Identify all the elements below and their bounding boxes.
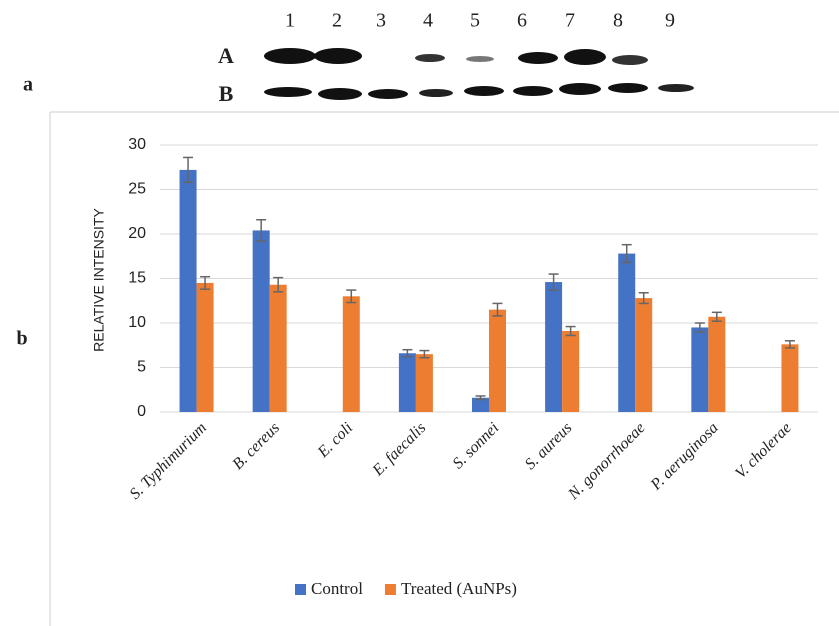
x-tick-label: N. gonorrhoeae bbox=[564, 419, 648, 503]
blot-row-label: A bbox=[218, 43, 234, 68]
bar bbox=[635, 298, 652, 412]
bar bbox=[708, 317, 725, 412]
bar bbox=[180, 170, 197, 412]
y-tick-label: 0 bbox=[137, 403, 146, 420]
lane-label: 9 bbox=[665, 10, 675, 32]
panel-label: b bbox=[16, 328, 27, 350]
lane-label: 8 bbox=[613, 10, 623, 32]
bar bbox=[562, 331, 579, 412]
x-tick-label: P. aeruginosa bbox=[647, 419, 722, 494]
x-tick-label: E. coli bbox=[314, 419, 356, 461]
lane-label: 4 bbox=[423, 10, 433, 32]
y-tick-label: 20 bbox=[128, 225, 146, 242]
legend-swatch bbox=[385, 584, 396, 595]
bar bbox=[197, 283, 214, 412]
x-tick-label: B. cereus bbox=[229, 419, 283, 473]
bar bbox=[399, 353, 416, 412]
bar bbox=[691, 327, 708, 412]
page: {"figure": {"panel_labels": ["a", "b"], … bbox=[0, 0, 839, 626]
lane-label: 3 bbox=[376, 10, 386, 32]
x-tick-label: S. aureus bbox=[522, 419, 576, 473]
blot-row-label: B bbox=[219, 81, 234, 106]
blot-image bbox=[264, 48, 694, 100]
y-tick-label: 5 bbox=[137, 359, 146, 376]
x-tick-label: S. sonnei bbox=[450, 419, 503, 472]
bar bbox=[489, 310, 506, 412]
bar bbox=[545, 282, 562, 412]
x-tick-label: S. Typhimurium bbox=[127, 419, 210, 502]
bar bbox=[781, 344, 798, 412]
y-tick-label: 10 bbox=[128, 314, 146, 331]
x-tick-label: V. cholerae bbox=[732, 419, 795, 482]
legend-label: Treated (AuNPs) bbox=[401, 579, 517, 598]
bar bbox=[270, 285, 287, 412]
y-tick-label: 15 bbox=[128, 270, 146, 287]
legend-swatch bbox=[295, 584, 306, 595]
y-tick-label: 25 bbox=[128, 181, 146, 198]
lane-label: 1 bbox=[285, 10, 295, 32]
y-axis-label: RELATIVE INTENSITY bbox=[91, 208, 107, 352]
bar bbox=[343, 296, 360, 412]
bar bbox=[416, 354, 433, 412]
legend-label: Control bbox=[311, 579, 363, 598]
figure: a b A B RELATIVE INTENSITY 1 2 3 4 5 6 7 8 9 0 5 10… bbox=[0, 0, 839, 626]
x-tick-label: E. faecalis bbox=[369, 419, 429, 479]
lane-label: 5 bbox=[470, 10, 480, 32]
lane-label: 6 bbox=[517, 10, 527, 32]
lane-label: 2 bbox=[332, 10, 342, 32]
y-tick-label: 30 bbox=[128, 136, 146, 153]
lane-label: 7 bbox=[565, 10, 575, 32]
bar bbox=[253, 230, 270, 412]
panel-label: a bbox=[23, 74, 33, 96]
bar bbox=[618, 254, 635, 412]
